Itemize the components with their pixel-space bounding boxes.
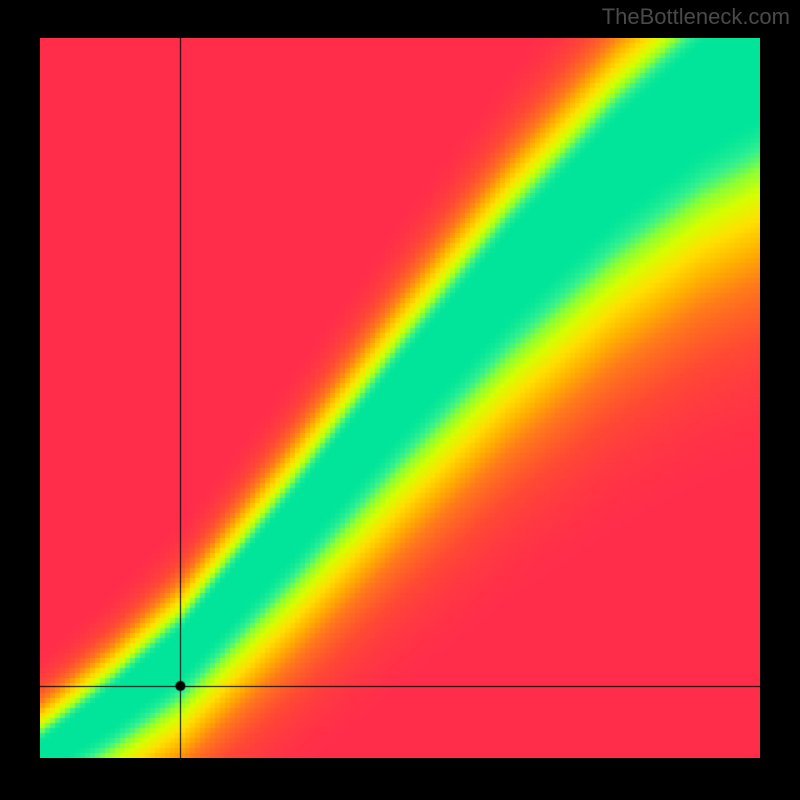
- bottleneck-heatmap: [40, 38, 760, 758]
- attribution-label: TheBottleneck.com: [602, 4, 790, 30]
